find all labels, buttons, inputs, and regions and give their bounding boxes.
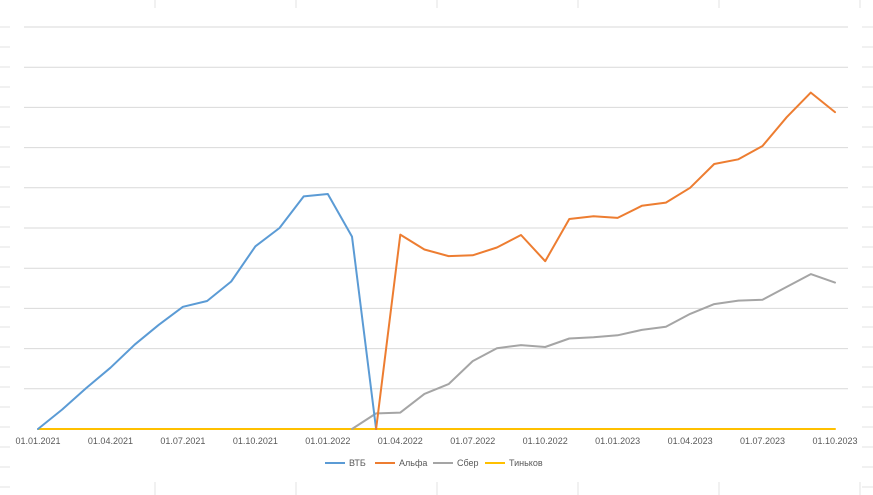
- x-tick-label: 01.04.2021: [88, 436, 133, 446]
- series-lines: [37, 91, 836, 430]
- x-tick-label: 01.01.2021: [15, 436, 60, 446]
- legend-label: Сбер: [457, 458, 479, 468]
- x-tick-label: 01.01.2023: [595, 436, 640, 446]
- x-tick-label: 01.04.2022: [378, 436, 423, 446]
- x-tick-label: 01.07.2021: [160, 436, 205, 446]
- x-tick-label: 01.04.2023: [668, 436, 713, 446]
- x-tick-label: 01.07.2023: [740, 436, 785, 446]
- legend-label: Тиньков: [509, 458, 543, 468]
- x-tick-label: 01.10.2023: [812, 436, 857, 446]
- x-tick-labels: 01.01.2021 01.04.2021 01.07.2021 01.10.2021…: [15, 436, 857, 446]
- series-line-2: [375, 91, 836, 430]
- x-tick-label: 01.10.2021: [233, 436, 278, 446]
- legend-label: Альфа: [399, 458, 427, 468]
- y-gridlines: [24, 26, 848, 390]
- legend-label: ВТБ: [349, 458, 366, 468]
- series-line-3: [351, 273, 836, 430]
- chart-plot-frame: [10, 8, 862, 482]
- series-line-1: [37, 193, 378, 430]
- legend: ВТБ Альфа Сбер Тиньков: [325, 458, 543, 468]
- x-tick-label: 01.10.2022: [523, 436, 568, 446]
- x-tick-label: 01.01.2022: [305, 436, 350, 446]
- x-tick-label: 01.07.2022: [450, 436, 495, 446]
